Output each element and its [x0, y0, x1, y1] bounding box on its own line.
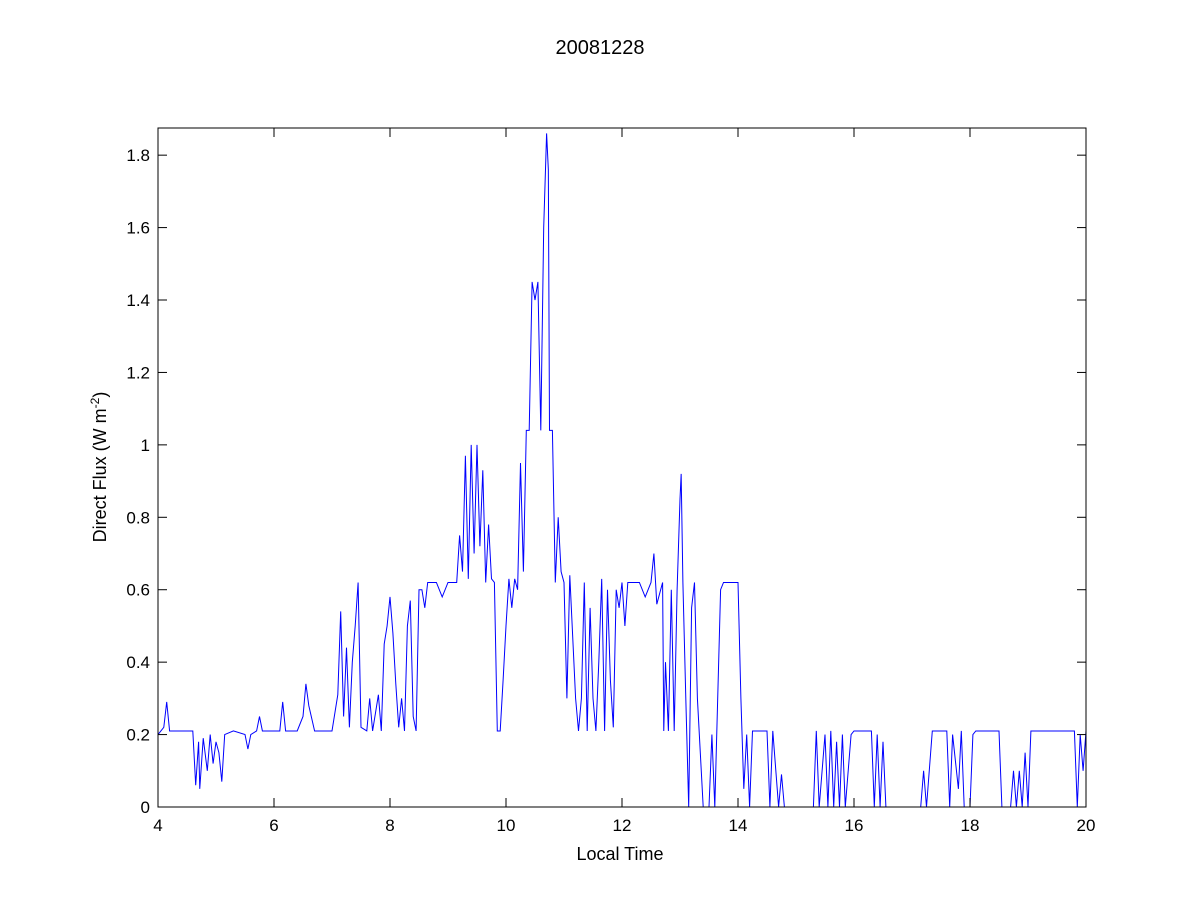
- x-tick-label: 14: [729, 816, 748, 835]
- x-tick-label: 6: [269, 816, 278, 835]
- x-tick-label: 10: [497, 816, 516, 835]
- x-tick-label: 20: [1077, 816, 1096, 835]
- y-tick-label: 0.6: [126, 581, 150, 600]
- x-tick-label: 4: [153, 816, 162, 835]
- y-tick-label: 0.4: [126, 653, 150, 672]
- y-tick-label: 1.8: [126, 146, 150, 165]
- y-tick-label: 0.2: [126, 726, 150, 745]
- x-tick-label: 12: [613, 816, 632, 835]
- x-tick-label: 18: [961, 816, 980, 835]
- y-axis-label: Direct Flux (W m-2): [88, 392, 110, 543]
- y-label-close: ): [90, 392, 110, 398]
- y-tick-label: 0.8: [126, 508, 150, 527]
- x-tick-label: 8: [385, 816, 394, 835]
- y-label-exponent: -2: [88, 397, 102, 408]
- y-tick-label: 1.2: [126, 363, 150, 382]
- x-axis-label: Local Time: [576, 844, 663, 864]
- x-tick-label: 16: [845, 816, 864, 835]
- data-line: [157, 133, 1087, 808]
- y-tick-label: 0: [141, 798, 150, 817]
- chart-title: 20081228: [556, 37, 645, 59]
- y-tick-label: 1.4: [126, 291, 150, 310]
- y-label-text: Direct Flux (W m: [90, 408, 110, 542]
- y-tick-label: 1.6: [126, 219, 150, 238]
- y-tick-label: 1: [141, 436, 150, 455]
